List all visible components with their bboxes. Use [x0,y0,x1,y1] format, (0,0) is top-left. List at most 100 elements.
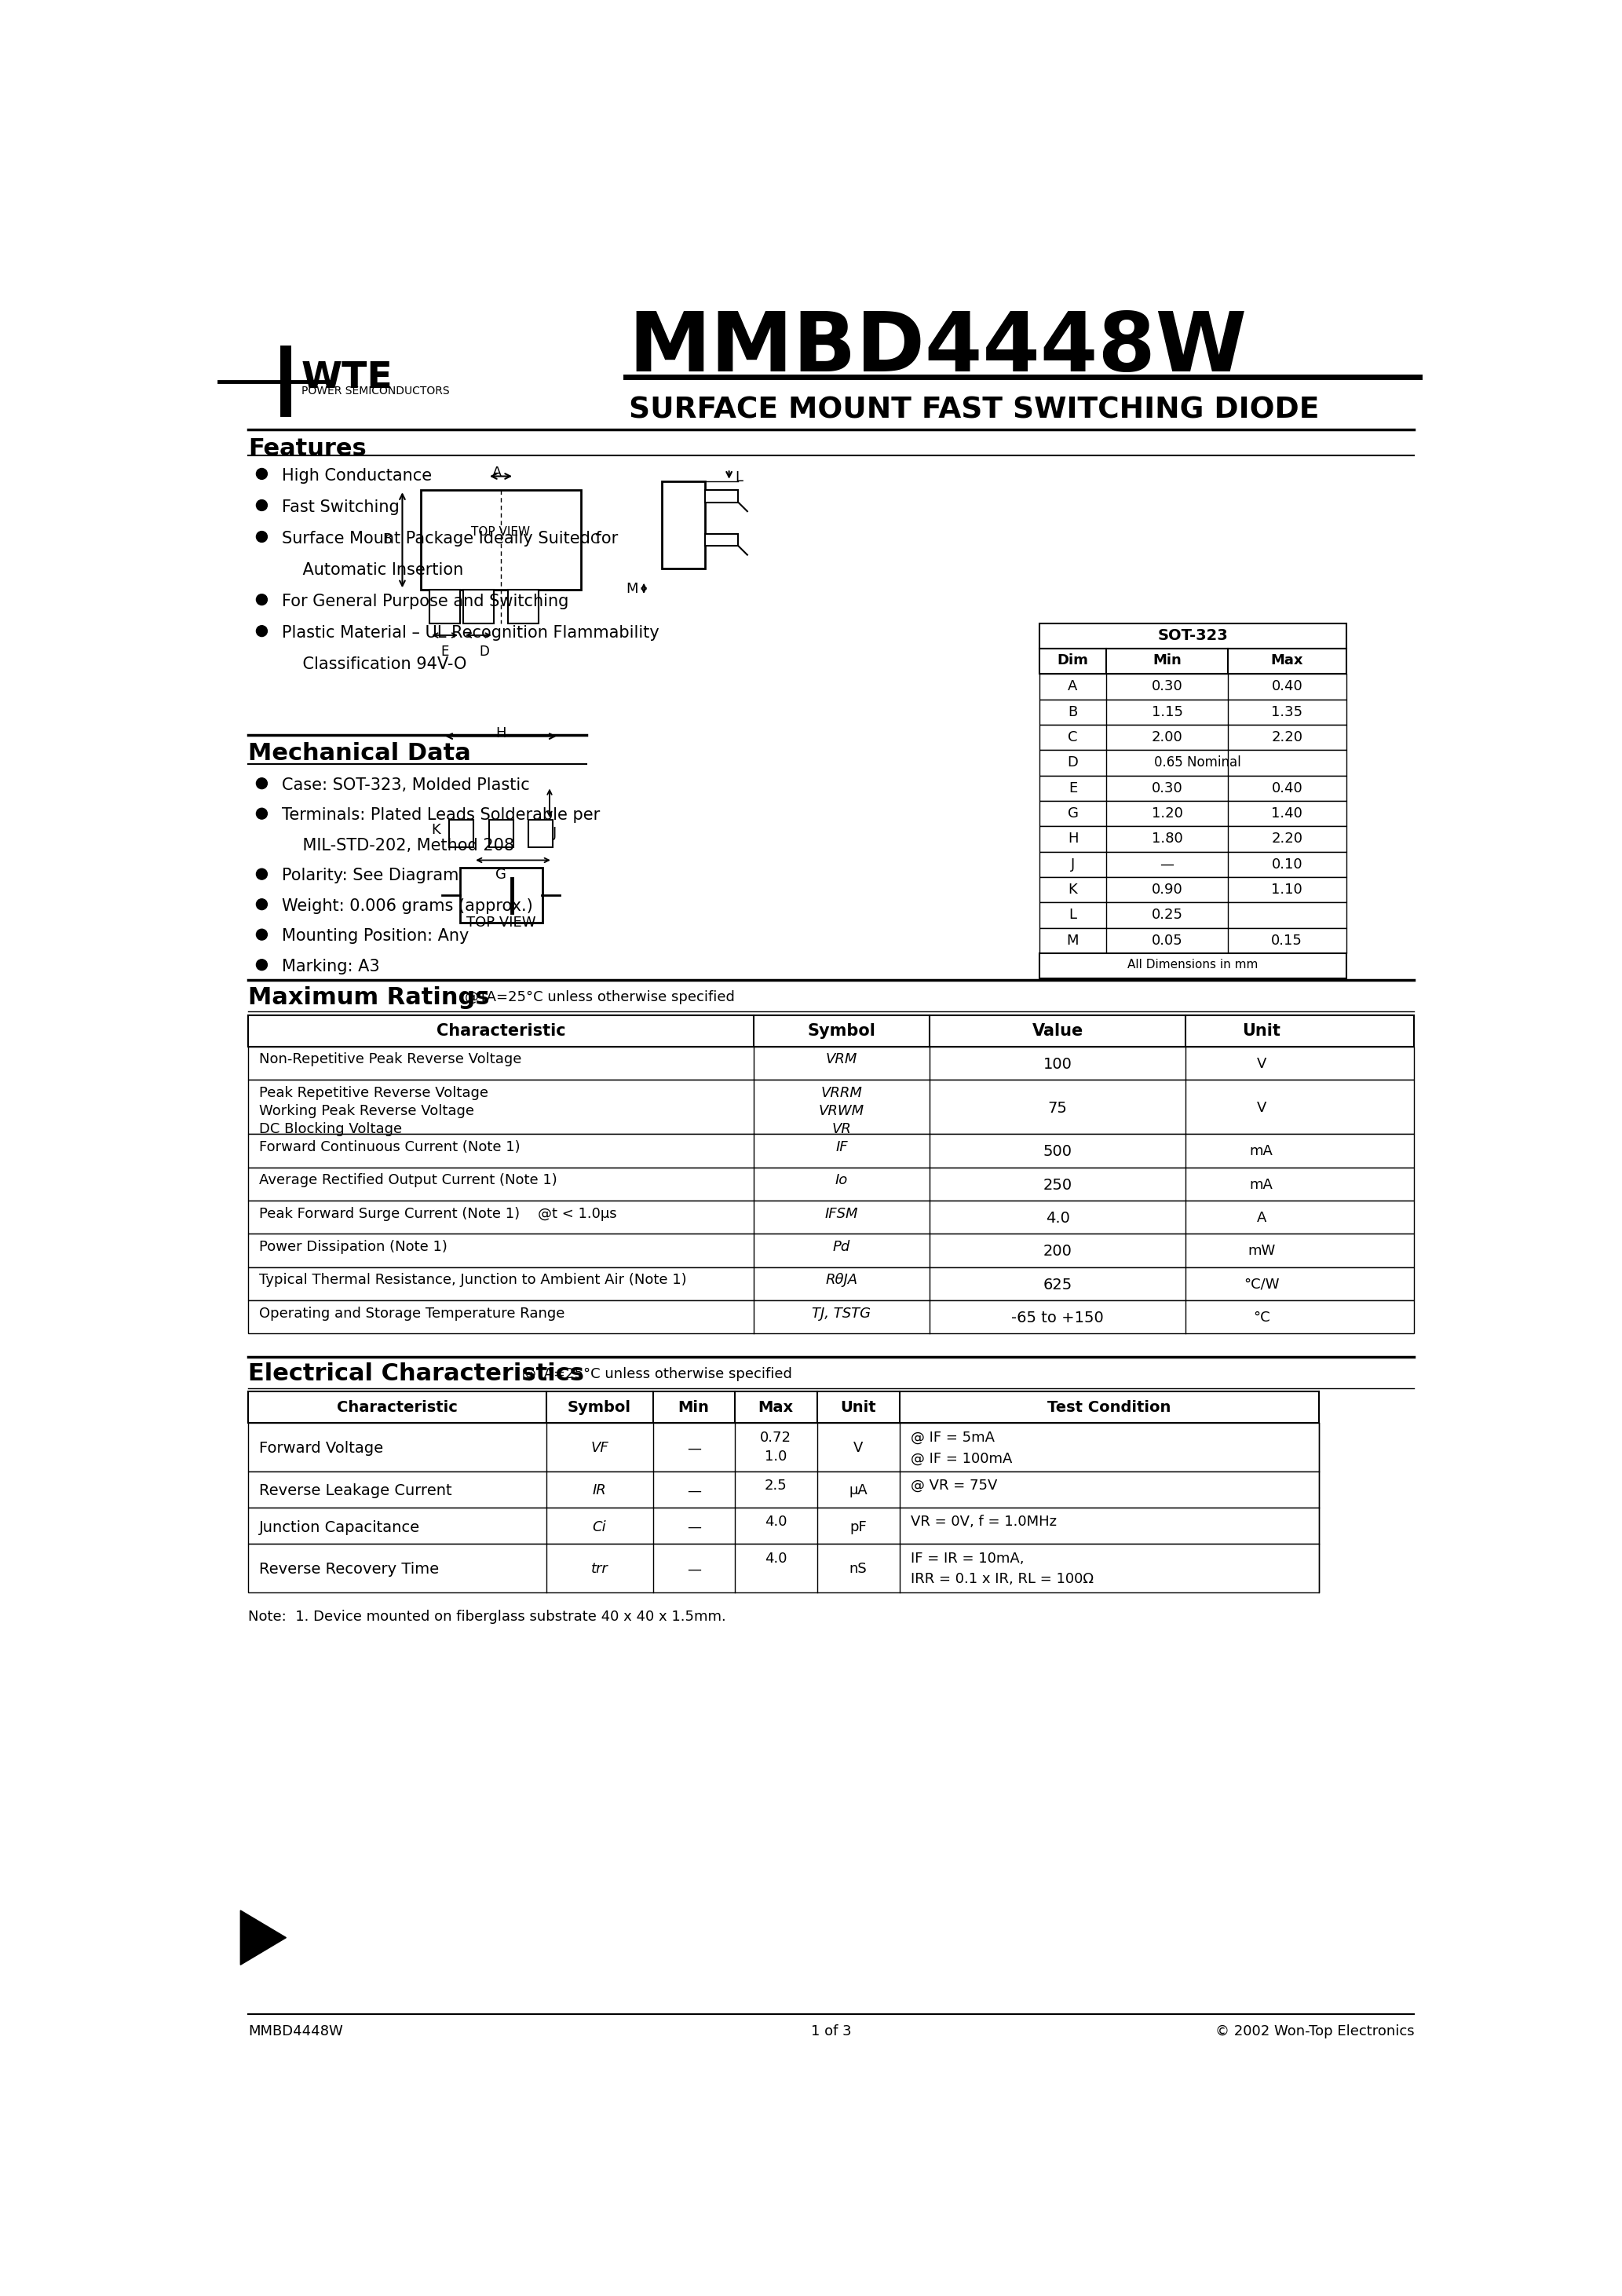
Text: Working Peak Reverse Voltage: Working Peak Reverse Voltage [260,1104,475,1118]
Text: trr: trr [590,1561,608,1577]
Text: L: L [735,471,743,484]
Text: V: V [1257,1100,1267,1116]
Bar [1040,902,1346,928]
Text: TJ, TSTG: TJ, TSTG [813,1306,871,1320]
Text: VR: VR [832,1123,852,1137]
Bar [430,590,461,622]
Bar [1040,622,1346,647]
Text: Operating and Storage Temperature Range: Operating and Storage Temperature Range [260,1306,564,1320]
Text: High Conductance: High Conductance [282,468,431,484]
Text: Unit: Unit [1242,1024,1281,1040]
Text: IF = IR = 10mA,: IF = IR = 10mA, [910,1552,1023,1566]
Text: Peak Forward Surge Current (Note 1)    @t < 1.0μs: Peak Forward Surge Current (Note 1) @t <… [260,1208,616,1221]
Text: °C: °C [1252,1311,1270,1325]
Text: J: J [1071,856,1075,870]
Text: @ VR = 75V: @ VR = 75V [910,1479,998,1492]
Text: 2.00: 2.00 [1152,730,1182,744]
Text: Io: Io [835,1173,848,1187]
Text: A: A [493,466,503,480]
Circle shape [256,930,268,939]
Text: Symbol: Symbol [568,1401,631,1414]
Text: IF: IF [835,1141,848,1155]
Text: Test Condition: Test Condition [1048,1401,1171,1414]
Bar [1040,953,1346,978]
Text: 0.90: 0.90 [1152,882,1182,898]
Text: L: L [1069,907,1077,923]
Bar [508,590,539,622]
Polygon shape [240,1910,285,1965]
Text: 2.20: 2.20 [1272,831,1302,845]
Text: 4.0: 4.0 [764,1515,787,1529]
Circle shape [256,900,268,909]
Text: V: V [853,1442,863,1456]
Text: 1.20: 1.20 [1152,806,1182,820]
Bar [248,1543,1319,1593]
Text: Mechanical Data: Mechanical Data [248,742,470,765]
Bar [248,1233,1414,1267]
Circle shape [256,595,268,606]
Text: Peak Repetitive Reverse Voltage: Peak Repetitive Reverse Voltage [260,1086,488,1100]
Bar [464,590,493,622]
Bar [248,1166,1414,1201]
Text: H: H [496,726,506,739]
Bar [1040,751,1346,776]
Text: Dim: Dim [1058,654,1088,668]
Text: 0.40: 0.40 [1272,680,1302,693]
Text: Average Rectified Output Current (Note 1): Average Rectified Output Current (Note 1… [260,1173,558,1187]
Text: C: C [590,533,600,546]
Text: 2.5: 2.5 [764,1479,787,1492]
Circle shape [256,625,268,636]
Text: Ci: Ci [592,1520,607,1534]
Text: Characteristic: Characteristic [436,1024,566,1040]
Circle shape [256,868,268,879]
Bar [529,820,553,847]
Text: Reverse Recovery Time: Reverse Recovery Time [260,1561,440,1577]
Text: mA: mA [1249,1178,1273,1192]
Text: Case: SOT-323, Molded Plastic: Case: SOT-323, Molded Plastic [282,778,530,792]
Bar [1040,827,1346,852]
Text: DC Blocking Voltage: DC Blocking Voltage [260,1123,402,1137]
Text: mW: mW [1247,1244,1275,1258]
Bar [248,1508,1319,1543]
Bar [1040,726,1346,751]
Bar [248,1300,1414,1334]
Text: Unit: Unit [840,1401,876,1414]
Text: pF: pF [850,1520,866,1534]
Text: 0.65 Nominal: 0.65 Nominal [1155,755,1241,769]
Text: 0.15: 0.15 [1272,934,1302,948]
Text: B: B [1067,705,1077,719]
Bar [1040,700,1346,726]
Text: Electrical Characteristics: Electrical Characteristics [248,1362,584,1384]
Text: V: V [1257,1056,1267,1070]
Bar [248,1472,1319,1508]
Bar [1040,852,1346,877]
Text: 0.10: 0.10 [1272,856,1302,870]
Text: @TA=25°C unless otherwise specified: @TA=25°C unless otherwise specified [522,1366,792,1380]
Circle shape [256,530,268,542]
Text: 1.80: 1.80 [1152,831,1182,845]
Bar [248,1015,1414,1047]
Text: 100: 100 [1043,1056,1072,1072]
Text: Weight: 0.006 grams (approx.): Weight: 0.006 grams (approx.) [282,898,534,914]
Text: Mounting Position: Any: Mounting Position: Any [282,928,469,944]
Text: Features: Features [248,439,367,459]
Text: A: A [1257,1210,1267,1226]
Text: © 2002 Won-Top Electronics: © 2002 Won-Top Electronics [1215,2025,1414,2039]
Polygon shape [443,1499,558,1566]
Circle shape [256,808,268,820]
Text: —: — [1160,856,1174,870]
Text: °C/W: °C/W [1244,1277,1280,1293]
Bar [461,868,542,923]
Text: G: G [1067,806,1079,820]
Text: K: K [1069,882,1077,898]
Text: 1.40: 1.40 [1272,806,1302,820]
Bar [1040,877,1346,902]
Text: Max: Max [1270,654,1304,668]
Text: MIL-STD-202, Method 208: MIL-STD-202, Method 208 [282,838,514,854]
Text: 1.15: 1.15 [1152,705,1182,719]
Text: 0.40: 0.40 [1272,781,1302,794]
Text: Terminals: Plated Leads Solderable per: Terminals: Plated Leads Solderable per [282,808,600,824]
Polygon shape [483,1407,513,1440]
Text: TOP VIEW: TOP VIEW [472,526,530,537]
Text: Forward Voltage: Forward Voltage [260,1442,383,1456]
